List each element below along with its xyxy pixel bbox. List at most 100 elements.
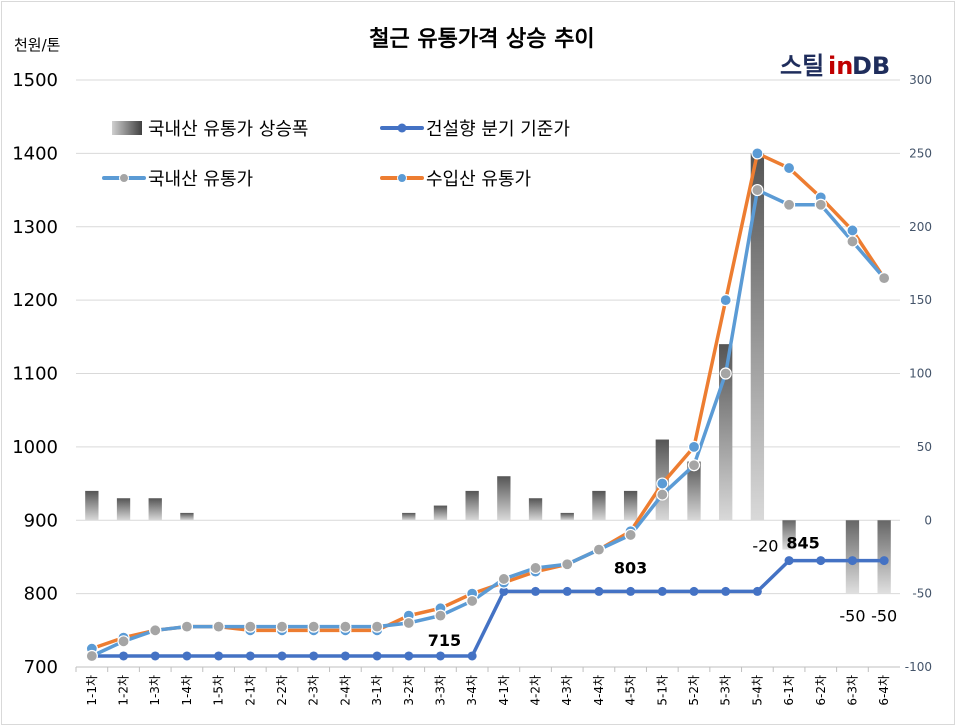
series-point [339, 620, 352, 633]
x-tick-label: 3-3차 [433, 675, 447, 706]
series-point [435, 651, 445, 661]
series-point [182, 651, 192, 661]
series-point [275, 620, 289, 633]
right-axis-ticks: -100 -50 0 50 100 150 200 250 300 [905, 73, 932, 674]
legend-label-import: 수입산 유통가 [426, 169, 531, 190]
series-point [879, 556, 889, 566]
y-axis-unit-label: 천원/톤 [14, 36, 60, 54]
data-label: 803 [614, 558, 647, 577]
x-tick-label: 4-3차 [560, 675, 574, 706]
right-tick-label: -100 [905, 660, 932, 674]
series-point [594, 586, 604, 596]
x-tick-label: 1-2차 [117, 675, 131, 706]
logo: 스틸 in DB [780, 52, 890, 80]
series-point [309, 651, 319, 661]
right-tick-label: 250 [909, 146, 932, 160]
x-tick-label: 2-4차 [338, 675, 352, 706]
line-series [85, 147, 891, 663]
series-point [846, 235, 859, 248]
series-point [372, 651, 382, 661]
left-tick-label: 1000 [12, 437, 58, 458]
legend-marker-import [397, 173, 407, 183]
series-point [782, 198, 796, 211]
bar-series [85, 153, 891, 594]
series-point [370, 620, 384, 633]
series-point [497, 572, 510, 586]
series-point [434, 609, 447, 622]
series-point [626, 586, 636, 596]
x-tick-label: 4-5차 [624, 675, 638, 706]
series-point [117, 635, 130, 648]
left-axis-ticks: 700 800 900 1000 1100 1200 1300 1400 1500 [12, 70, 58, 678]
bar [592, 490, 606, 521]
series-point [624, 528, 637, 542]
x-tick-label: 6-3차 [845, 675, 859, 706]
series-point [119, 651, 129, 661]
x-tick-label: 5-1차 [655, 675, 669, 706]
left-tick-label: 1100 [12, 364, 58, 385]
series-point [466, 594, 479, 608]
series-point [404, 651, 414, 661]
series-point [402, 616, 415, 630]
gridlines [76, 79, 900, 668]
series-point [562, 586, 572, 596]
left-tick-label: 1300 [12, 217, 58, 238]
x-tick-label: 3-1차 [370, 675, 384, 706]
bar [687, 461, 701, 521]
series-point [689, 586, 699, 596]
legend-marker-domestic [119, 173, 129, 183]
series-point [277, 651, 287, 661]
x-tick-label: 3-4차 [465, 675, 479, 706]
series-point [719, 367, 732, 380]
left-tick-label: 800 [24, 584, 58, 605]
series-point [529, 561, 542, 575]
left-tick-label: 900 [24, 510, 58, 531]
series-point [847, 556, 857, 566]
x-axis-ticks: 1-1차 1-2차 1-3차 1-4차 1-5차 2-1차 2-2차 2-3차 2-4차 3-1차… [75, 667, 891, 706]
series-line [90, 151, 886, 651]
x-tick-label: 5-3차 [719, 675, 733, 706]
series-point [751, 147, 764, 160]
x-tick-label: 4-1차 [497, 675, 511, 706]
series-point [751, 183, 764, 197]
series-point [592, 543, 606, 556]
bar [623, 490, 638, 521]
x-tick-label: 4-4차 [592, 675, 606, 706]
x-tick-label: 1-4차 [180, 675, 194, 706]
logo-part3: DB [852, 52, 890, 80]
x-tick-label: 2-1차 [243, 675, 257, 706]
x-tick-label: 1-1차 [85, 675, 99, 706]
data-label: 845 [786, 534, 819, 553]
left-tick-label: 1500 [12, 70, 58, 91]
bar [750, 153, 765, 521]
series-point [657, 586, 667, 596]
legend-label-bar: 국내산 유통가 상승폭 [148, 119, 308, 140]
series-point [531, 586, 541, 596]
series-point [656, 477, 669, 490]
series-line [90, 558, 886, 658]
series-point [782, 161, 796, 175]
bar [180, 512, 194, 521]
bar [465, 490, 479, 521]
x-tick-label: 2-3차 [307, 675, 321, 706]
x-tick-label: 5-2차 [687, 675, 701, 706]
data-annotations: 715 803 845 -20 -50 -50 [428, 534, 897, 650]
data-label: -20 [752, 537, 778, 556]
logo-part1: 스틸 [780, 52, 824, 80]
chart-title: 철근 유통가격 상승 추이 [369, 27, 594, 52]
x-tick-label: 1-3차 [148, 675, 162, 706]
x-tick-label: 3-2차 [402, 675, 416, 706]
series-point [499, 586, 509, 596]
right-tick-label: 0 [924, 513, 932, 527]
series-point [687, 459, 701, 472]
bar [497, 476, 511, 521]
series-point [214, 651, 224, 661]
right-tick-label: 300 [909, 73, 932, 87]
series-point [719, 294, 732, 307]
bar [528, 498, 543, 521]
right-tick-label: 150 [909, 293, 932, 307]
series-point [150, 651, 160, 661]
series-point [721, 586, 731, 596]
